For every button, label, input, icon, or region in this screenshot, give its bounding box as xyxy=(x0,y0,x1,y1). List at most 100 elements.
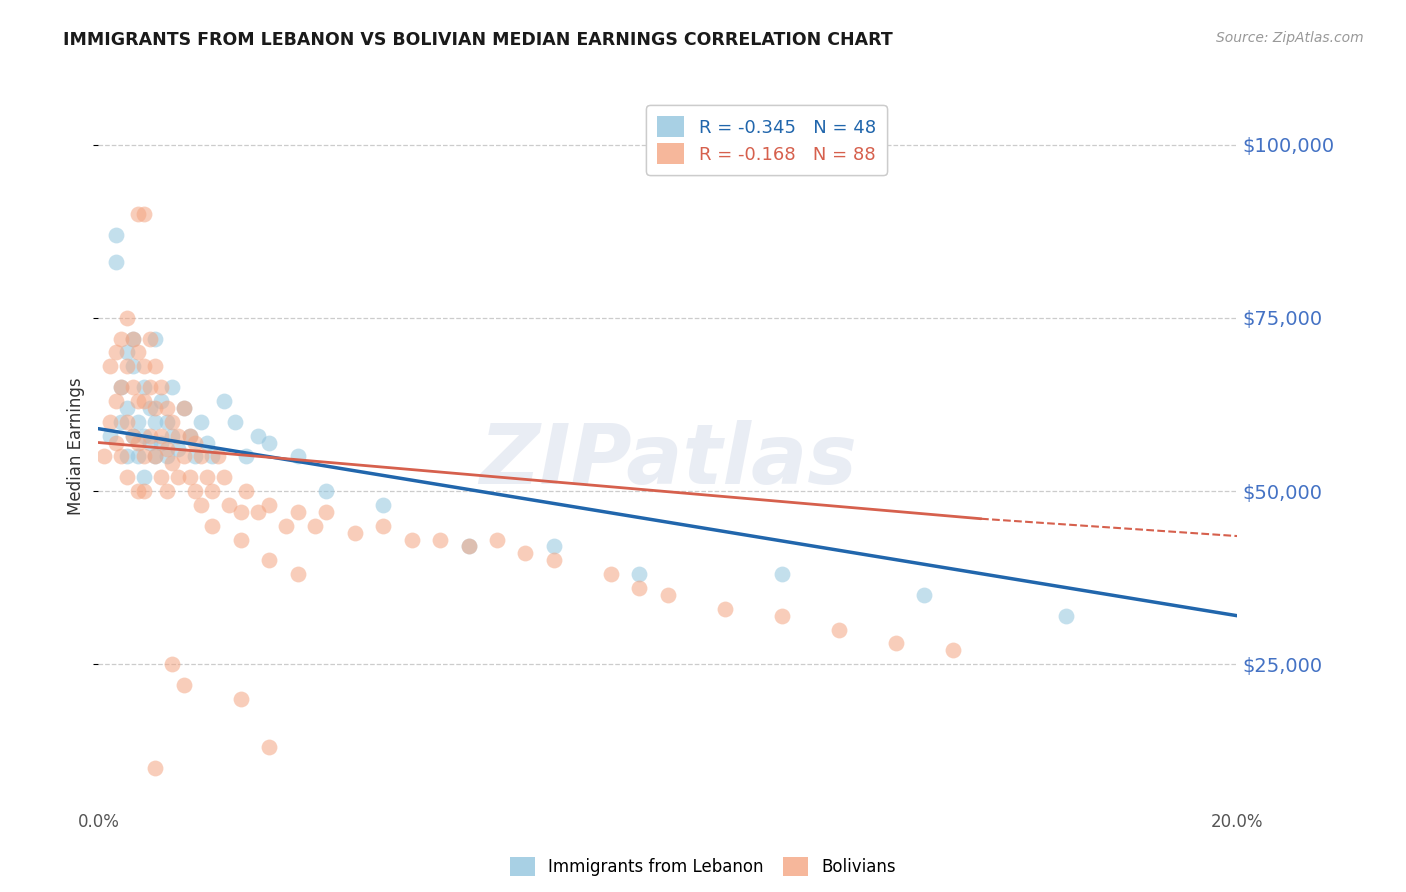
Point xyxy=(173,401,195,415)
Point xyxy=(162,657,184,672)
Point xyxy=(229,533,252,547)
Point xyxy=(770,608,793,623)
Point xyxy=(190,450,212,464)
Point xyxy=(373,498,395,512)
Point xyxy=(104,394,127,409)
Point xyxy=(156,442,179,457)
Point xyxy=(115,450,138,464)
Point xyxy=(235,483,257,498)
Point xyxy=(401,533,423,547)
Point xyxy=(110,332,132,346)
Point xyxy=(167,442,190,457)
Point xyxy=(179,470,201,484)
Point xyxy=(259,435,281,450)
Point xyxy=(110,450,132,464)
Point xyxy=(104,227,127,242)
Point xyxy=(235,450,257,464)
Point xyxy=(132,483,155,498)
Legend: Immigrants from Lebanon, Bolivians: Immigrants from Lebanon, Bolivians xyxy=(503,850,903,883)
Point xyxy=(121,428,143,442)
Point xyxy=(373,518,395,533)
Point xyxy=(212,394,235,409)
Point xyxy=(201,518,224,533)
Point xyxy=(942,643,965,657)
Point xyxy=(132,394,155,409)
Point xyxy=(714,602,737,616)
Point xyxy=(218,498,240,512)
Point xyxy=(190,498,212,512)
Point xyxy=(184,435,207,450)
Point xyxy=(150,470,173,484)
Point xyxy=(628,567,651,582)
Point xyxy=(150,428,173,442)
Point xyxy=(115,470,138,484)
Point xyxy=(246,428,269,442)
Point xyxy=(156,450,179,464)
Point xyxy=(110,415,132,429)
Point xyxy=(104,345,127,359)
Point xyxy=(138,428,160,442)
Text: IMMIGRANTS FROM LEBANON VS BOLIVIAN MEDIAN EARNINGS CORRELATION CHART: IMMIGRANTS FROM LEBANON VS BOLIVIAN MEDI… xyxy=(63,31,893,49)
Point xyxy=(195,470,218,484)
Point xyxy=(828,623,851,637)
Point xyxy=(259,740,281,755)
Point xyxy=(98,359,121,374)
Point xyxy=(98,428,121,442)
Point xyxy=(121,332,143,346)
Point xyxy=(145,332,167,346)
Point xyxy=(212,470,235,484)
Point xyxy=(315,505,337,519)
Point xyxy=(127,345,149,359)
Y-axis label: Median Earnings: Median Earnings xyxy=(67,377,86,515)
Point xyxy=(429,533,451,547)
Point xyxy=(259,553,281,567)
Point xyxy=(884,636,907,650)
Point xyxy=(127,435,149,450)
Point xyxy=(110,380,132,394)
Text: ZIPatlas: ZIPatlas xyxy=(479,420,856,500)
Point xyxy=(138,380,160,394)
Point xyxy=(138,332,160,346)
Point xyxy=(304,518,326,533)
Point xyxy=(121,428,143,442)
Point xyxy=(179,428,201,442)
Point xyxy=(173,450,195,464)
Point xyxy=(195,435,218,450)
Point xyxy=(184,483,207,498)
Point xyxy=(515,546,537,560)
Point xyxy=(229,505,252,519)
Point xyxy=(150,394,173,409)
Point xyxy=(162,380,184,394)
Point xyxy=(156,401,179,415)
Point xyxy=(132,359,155,374)
Point xyxy=(115,345,138,359)
Point xyxy=(276,518,298,533)
Point xyxy=(184,450,207,464)
Point xyxy=(150,380,173,394)
Point xyxy=(145,450,167,464)
Point xyxy=(201,483,224,498)
Point xyxy=(173,678,195,692)
Point xyxy=(156,415,179,429)
Point xyxy=(145,401,167,415)
Point xyxy=(127,415,149,429)
Point xyxy=(457,540,479,554)
Point xyxy=(132,207,155,221)
Point xyxy=(132,450,155,464)
Legend: R = -0.345   N = 48, R = -0.168   N = 88: R = -0.345 N = 48, R = -0.168 N = 88 xyxy=(647,105,887,175)
Point xyxy=(93,450,115,464)
Point xyxy=(121,332,143,346)
Point xyxy=(246,505,269,519)
Point xyxy=(121,380,143,394)
Point xyxy=(98,415,121,429)
Point xyxy=(162,456,184,470)
Point xyxy=(121,359,143,374)
Point xyxy=(770,567,793,582)
Point xyxy=(162,415,184,429)
Point xyxy=(127,207,149,221)
Point xyxy=(145,415,167,429)
Point xyxy=(115,415,138,429)
Point xyxy=(138,435,160,450)
Point xyxy=(343,525,366,540)
Point xyxy=(224,415,246,429)
